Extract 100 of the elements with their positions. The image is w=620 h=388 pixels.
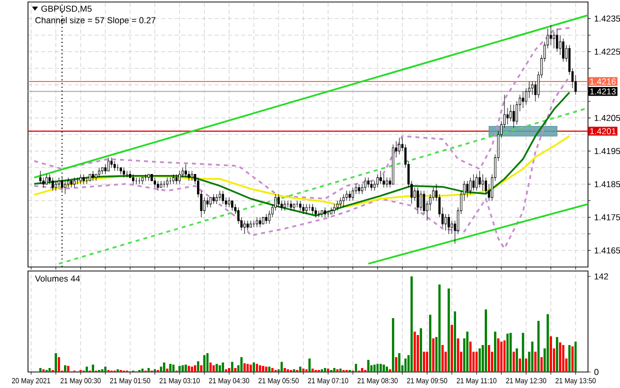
candlestick	[265, 214, 268, 224]
candlestick	[370, 180, 373, 192]
candlestick	[444, 214, 447, 231]
candlestick	[156, 180, 160, 192]
candlestick	[52, 177, 54, 192]
candlestick	[190, 170, 194, 182]
bar	[64, 365, 66, 372]
candlestick	[466, 180, 468, 198]
line-series	[33, 76, 570, 250]
candlestick	[559, 34, 562, 56]
candlestick	[333, 204, 336, 214]
candlestick	[154, 177, 156, 188]
bar	[141, 368, 144, 372]
bar	[240, 357, 243, 372]
bar	[200, 365, 202, 372]
candlestick	[336, 200, 339, 211]
y-tick-label: 1.4175	[594, 214, 620, 220]
bar	[380, 364, 382, 372]
bar	[395, 357, 398, 372]
bar	[302, 368, 304, 372]
bar	[382, 364, 385, 372]
bar	[299, 366, 302, 372]
candlestick	[290, 200, 292, 211]
candlestick	[354, 184, 358, 194]
candlestick	[54, 180, 57, 192]
y-tick-label: 1.4195	[594, 148, 620, 154]
candlestick	[352, 187, 354, 202]
candlestick	[122, 167, 126, 178]
bar	[326, 368, 330, 372]
bar	[116, 369, 119, 372]
candlestick	[512, 104, 515, 128]
bar	[280, 362, 283, 372]
candlestick	[224, 197, 228, 208]
candlestick	[172, 174, 175, 184]
bar	[284, 368, 286, 372]
bar	[166, 368, 168, 372]
ref-line-label: 1.4213	[590, 88, 616, 94]
candlestick	[58, 177, 60, 188]
candlestick	[284, 200, 286, 211]
bar	[386, 366, 388, 372]
bar	[510, 332, 512, 372]
candlestick	[482, 174, 484, 192]
candlestick	[246, 220, 249, 231]
candlestick	[302, 204, 304, 214]
bar	[250, 364, 252, 372]
candlestick	[166, 177, 168, 188]
bar	[448, 288, 450, 372]
candlestick	[231, 200, 234, 211]
y-tick-label: 1.4165	[594, 247, 620, 254]
bar	[500, 342, 502, 372]
candlestick	[358, 184, 360, 194]
candlestick	[472, 174, 475, 192]
y-tick-label: 1.4205	[594, 114, 620, 121]
chart-title: GBPUSD,M5	[41, 6, 92, 13]
candlestick	[79, 174, 82, 184]
candlestick	[184, 164, 187, 178]
bar	[478, 348, 481, 372]
y-tick-label: 1.4235	[594, 16, 620, 22]
bar	[339, 368, 342, 372]
candlestick	[373, 180, 376, 192]
candlestick	[258, 217, 262, 228]
candlestick	[92, 170, 94, 182]
candlestick	[209, 197, 212, 208]
candlestick	[339, 197, 342, 208]
annotation: Volumes 44	[34, 275, 80, 282]
candlestick	[277, 194, 280, 208]
bar	[333, 368, 336, 372]
bar	[182, 365, 184, 372]
candlestick	[243, 220, 246, 234]
candlestick	[104, 164, 106, 175]
bar	[497, 338, 500, 372]
candlestick	[364, 177, 366, 192]
candlestick	[450, 220, 453, 234]
candlestick	[416, 187, 419, 214]
bar	[101, 369, 104, 372]
bar	[373, 364, 376, 372]
bar	[312, 368, 314, 372]
bar	[252, 362, 255, 372]
bar	[416, 334, 419, 372]
candlestick	[212, 194, 215, 204]
ref-line-label: 1.4216	[590, 78, 616, 85]
bar	[258, 365, 262, 372]
candlestick	[478, 170, 481, 188]
bar	[231, 362, 234, 372]
bar	[216, 364, 218, 372]
y-tick-label: 1.4225	[594, 48, 620, 55]
bar	[197, 361, 200, 372]
bar	[550, 336, 552, 372]
bar	[86, 366, 88, 372]
bar	[268, 366, 270, 372]
candlestick	[107, 157, 110, 172]
candlestick	[367, 177, 370, 188]
bar	[466, 332, 468, 372]
bar	[546, 314, 549, 372]
bar	[194, 365, 196, 372]
bar	[234, 368, 236, 372]
bar	[410, 276, 413, 372]
candlestick	[98, 167, 100, 178]
candlestick	[82, 174, 85, 184]
text: Channel size = 57 Slope = 0.27	[35, 16, 156, 26]
